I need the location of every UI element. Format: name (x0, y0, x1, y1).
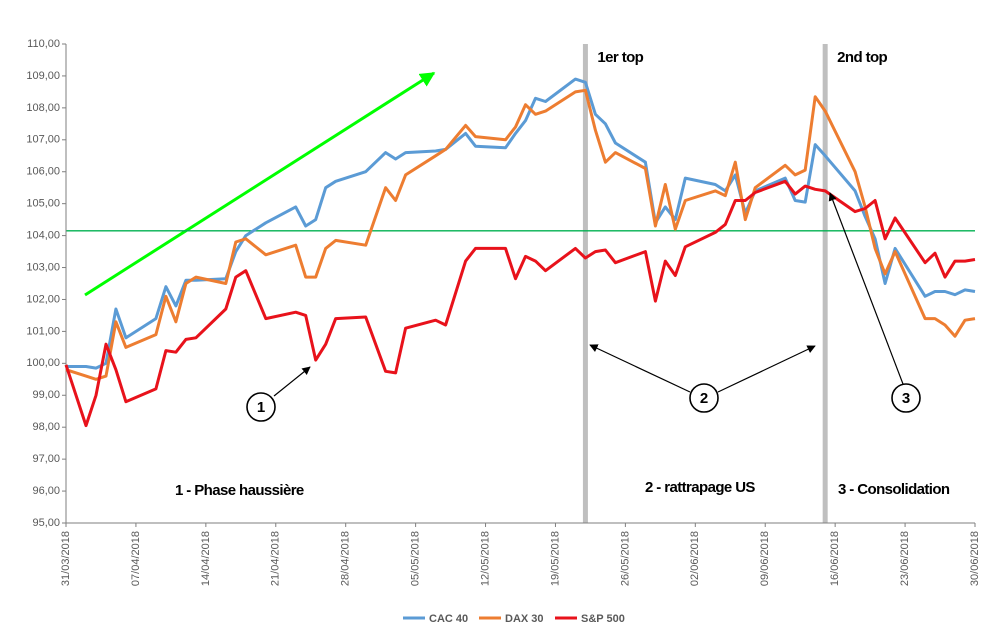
x-tick-label: 12/05/2018 (479, 531, 491, 586)
y-tick-label: 96,00 (32, 485, 60, 497)
event-label: 2nd top (837, 49, 887, 66)
event-label: 1er top (597, 49, 643, 66)
y-tick-label: 102,00 (26, 293, 60, 305)
phase-label: 3 - Consolidation (838, 481, 950, 498)
y-tick-label: 110,00 (27, 38, 60, 50)
callout-arrow (717, 345, 816, 393)
event-band (582, 44, 588, 523)
y-tick-label: 109,00 (26, 70, 60, 82)
series-line (65, 88, 976, 381)
x-tick-label: 26/05/2018 (619, 531, 631, 586)
callout-arrow (589, 344, 691, 393)
x-tick-label: 31/03/2018 (60, 531, 72, 586)
plot-area: 1er top 2nd top 95,00 96,00 97,00 98,00 99,00 1… (26, 38, 981, 586)
legend-label: DAX 30 (505, 613, 544, 625)
x-tick-label: 19/05/2018 (549, 531, 561, 586)
callout-number: 2 (700, 390, 708, 407)
callout-circle (891, 383, 921, 413)
callout-circle (246, 392, 276, 422)
y-tick-label: 108,00 (26, 102, 60, 114)
legend-label: S&P 500 (581, 613, 625, 625)
x-tick-label: 21/04/2018 (270, 531, 282, 586)
callout-arrow (273, 366, 311, 397)
trend-arrow (84, 71, 436, 297)
callout-number: 1 (257, 399, 265, 416)
x-tick-label: 30/06/2018 (969, 531, 981, 586)
phase-label: 1 - Phase haussière (175, 482, 304, 499)
x-tick-label: 14/04/2018 (200, 531, 212, 586)
x-tick-label: 28/04/2018 (340, 531, 352, 586)
x-tick-label: 23/06/2018 (899, 531, 911, 586)
series-line (66, 77, 976, 370)
event-band (822, 44, 828, 523)
series-line (64, 179, 976, 428)
y-tick-label: 95,00 (32, 517, 60, 529)
y-tick-label: 104,00 (26, 230, 60, 242)
callout-circle (689, 383, 719, 413)
callout-number: 3 (902, 390, 910, 407)
legend-label: CAC 40 (429, 613, 468, 625)
y-tick-label: 98,00 (32, 421, 60, 433)
x-tick-label: 05/05/2018 (410, 531, 422, 586)
x-tick-label: 09/06/2018 (759, 531, 771, 586)
y-tick-label: 100,00 (26, 357, 60, 369)
y-tick-label: 97,00 (32, 453, 60, 465)
y-tick-label: 105,00 (26, 198, 60, 210)
y-tick-label: 103,00 (26, 261, 60, 273)
x-tick-label: 02/06/2018 (689, 531, 701, 586)
phase-label: 2 - rattrapage US (645, 479, 755, 496)
x-tick-label: 16/06/2018 (829, 531, 841, 586)
y-tick-label: 101,00 (26, 325, 60, 337)
x-tick-label: 07/04/2018 (130, 531, 142, 586)
y-tick-label: 99,00 (32, 389, 60, 401)
callout-arrow (828, 192, 904, 385)
y-tick-label: 106,00 (26, 166, 60, 178)
y-tick-label: 107,00 (26, 134, 60, 146)
